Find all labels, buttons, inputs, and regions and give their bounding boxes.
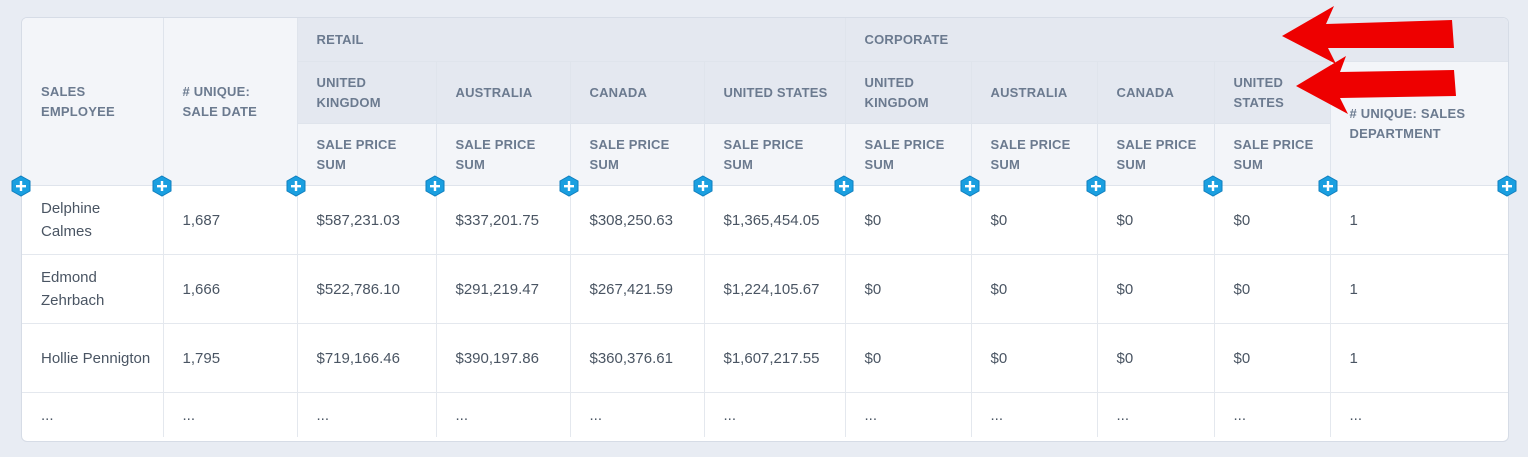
value-cell: $360,376.61 [570,323,705,393]
employee-cell: Delphine Calmes [22,185,164,255]
value-cell: $0 [1214,323,1331,393]
add-column-button[interactable] [424,175,446,197]
pivot-table-card: SALES EMPLOYEE # UNIQUE: SALE DATE RETAI… [21,17,1509,442]
add-column-button[interactable] [285,175,307,197]
value-cell: $1,607,217.55 [704,323,846,393]
plus-hexagon-icon [286,175,306,197]
value-cell: $0 [1214,185,1331,255]
header-country[interactable]: CANADA [570,61,705,124]
add-column-button[interactable] [959,175,981,197]
unique-date-cell: 1,687 [163,185,298,255]
add-column-button[interactable] [1317,175,1339,197]
plus-hexagon-icon [1497,175,1517,197]
employee-cell: Edmond Zehrbach [22,254,164,324]
unique-date-cell: 1,795 [163,323,298,393]
ellipsis-cell: ... [297,392,437,437]
plus-hexagon-icon [11,175,31,197]
value-cell: $337,201.75 [436,185,571,255]
value-cell: $0 [971,323,1098,393]
table-row-ellipsis: ... ... ... ... ... ... ... ... ... ... … [22,392,1508,437]
value-cell: $1,224,105.67 [704,254,846,324]
header-unique-sale-date[interactable]: # UNIQUE: SALE DATE [163,18,298,186]
header-measure[interactable]: SALE PRICE SUM [297,123,437,186]
add-column-button[interactable] [10,175,32,197]
header-measure[interactable]: SALE PRICE SUM [1097,123,1215,186]
add-column-button[interactable] [1085,175,1107,197]
plus-hexagon-icon [693,175,713,197]
plus-hexagon-icon [425,175,445,197]
ellipsis-cell: ... [1097,392,1215,437]
value-cell: $0 [1097,185,1215,255]
header-country[interactable]: AUSTRALIA [971,61,1098,124]
employee-cell: Hollie Pennigton [22,323,164,393]
add-column-button[interactable] [1496,175,1518,197]
add-column-button[interactable] [833,175,855,197]
header-country[interactable]: UNITED KINGDOM [845,61,972,124]
unique-date-cell: 1,666 [163,254,298,324]
value-cell: $0 [845,323,972,393]
ellipsis-cell: ... [22,392,164,437]
ellipsis-cell: ... [163,392,298,437]
plus-hexagon-icon [1203,175,1223,197]
red-arrow-icon [1282,6,1454,64]
value-cell: $522,786.10 [297,254,437,324]
value-cell: $0 [971,254,1098,324]
value-cell: $291,219.47 [436,254,571,324]
ellipsis-cell: ... [436,392,571,437]
header-measure[interactable]: SALE PRICE SUM [1214,123,1331,186]
dept-cell: 1 [1330,254,1508,324]
table-row: Edmond Zehrbach 1,666 $522,786.10 $291,2… [22,254,1508,324]
value-cell: $0 [1097,254,1215,324]
plus-hexagon-icon [559,175,579,197]
add-column-button[interactable] [558,175,580,197]
ellipsis-cell: ... [845,392,972,437]
header-country[interactable]: CANADA [1097,61,1215,124]
plus-hexagon-icon [960,175,980,197]
table-row: Delphine Calmes 1,687 $587,231.03 $337,2… [22,185,1508,255]
value-cell: $0 [845,185,972,255]
header-group-retail[interactable]: RETAIL [297,18,846,62]
add-column-button[interactable] [151,175,173,197]
value-cell: $0 [971,185,1098,255]
header-country[interactable]: AUSTRALIA [436,61,571,124]
ellipsis-cell: ... [1214,392,1331,437]
header-sales-employee[interactable]: SALES EMPLOYEE [22,18,164,186]
plus-hexagon-icon [1318,175,1338,197]
red-arrow-icon [1296,56,1456,114]
value-cell: $308,250.63 [570,185,705,255]
ellipsis-cell: ... [1349,406,1363,424]
value-cell: $587,231.03 [297,185,437,255]
value-cell: $267,421.59 [570,254,705,324]
value-cell: $390,197.86 [436,323,571,393]
dept-cell: 1 [1330,185,1508,255]
value-cell: $0 [1214,254,1331,324]
header-measure[interactable]: SALE PRICE SUM [436,123,571,186]
add-column-button[interactable] [692,175,714,197]
header-measure[interactable]: SALE PRICE SUM [570,123,705,186]
value-cell: $0 [1097,323,1215,393]
value-cell: $719,166.46 [297,323,437,393]
header-measure[interactable]: SALE PRICE SUM [971,123,1098,186]
ellipsis-cell: ... [704,392,846,437]
add-column-button[interactable] [1202,175,1224,197]
header-country[interactable]: UNITED STATES [704,61,846,124]
header-country[interactable]: UNITED KINGDOM [297,61,437,124]
table-row: Hollie Pennigton 1,795 $719,166.46 $390,… [22,323,1508,393]
value-cell: $1,365,454.05 [704,185,846,255]
pivot-table: SALES EMPLOYEE # UNIQUE: SALE DATE RETAI… [22,18,1508,437]
value-cell: $0 [845,254,972,324]
dept-cell: 1 [1330,323,1508,393]
plus-hexagon-icon [834,175,854,197]
plus-hexagon-icon [152,175,172,197]
header-measure[interactable]: SALE PRICE SUM [704,123,846,186]
plus-hexagon-icon [1086,175,1106,197]
header-measure[interactable]: SALE PRICE SUM [845,123,972,186]
ellipsis-cell: ... [971,392,1098,437]
ellipsis-cell: ... [570,392,705,437]
